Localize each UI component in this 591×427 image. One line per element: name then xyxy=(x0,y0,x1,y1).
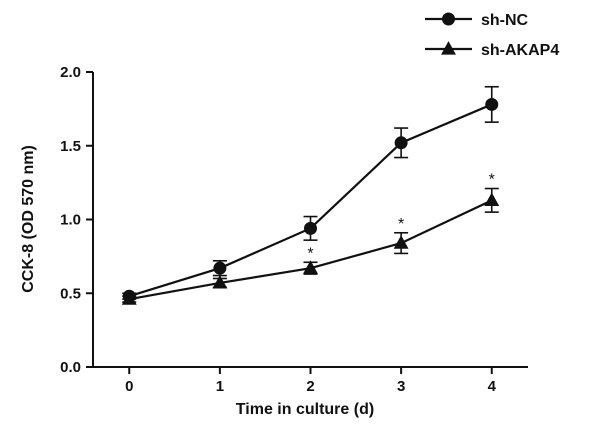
significance-marker: * xyxy=(307,245,313,262)
significance-marker: * xyxy=(489,172,495,189)
y-tick-label: 2.0 xyxy=(60,64,81,81)
legend: sh-NC sh-AKAP4 xyxy=(425,12,559,59)
x-tick-label: 1 xyxy=(216,378,224,395)
data-point xyxy=(394,136,408,150)
data-point xyxy=(304,221,317,235)
x-tick-label: 0 xyxy=(125,378,133,395)
series-sh-AKAP4: * * * xyxy=(121,172,500,305)
y-tick-label: 0.5 xyxy=(60,285,81,302)
x-axis-label: Time in culture (d) xyxy=(236,401,374,418)
data-point xyxy=(484,192,500,206)
data-point xyxy=(393,235,409,249)
y-tick-label: 1.5 xyxy=(60,138,81,155)
x-tick-label: 3 xyxy=(397,378,405,395)
legend-marker xyxy=(442,12,455,26)
data-point xyxy=(485,97,499,111)
y-tick-label: 1.0 xyxy=(60,212,81,229)
legend-label: sh-AKAP4 xyxy=(481,42,559,59)
y-tick-label: 0.0 xyxy=(60,359,81,376)
data-point xyxy=(213,261,227,275)
significance-marker: * xyxy=(398,216,404,233)
data-point xyxy=(303,260,318,274)
series-sh-NC xyxy=(122,85,499,303)
legend-item: sh-NC xyxy=(425,12,529,29)
x-tick-label: 4 xyxy=(488,378,497,395)
data-point xyxy=(121,291,137,305)
legend-label: sh-NC xyxy=(481,12,529,29)
x-tick-label: 2 xyxy=(306,378,314,395)
axes: 0.0 0.5 1.0 1.5 2.0 0 1 2 3 4 xyxy=(60,64,528,395)
series-layer: * * * xyxy=(121,85,500,305)
legend-marker xyxy=(441,41,456,55)
y-axis-label: CCK-8 (OD 570 nm) xyxy=(20,145,37,293)
legend-item: sh-AKAP4 xyxy=(425,41,559,59)
data-point xyxy=(212,275,228,289)
